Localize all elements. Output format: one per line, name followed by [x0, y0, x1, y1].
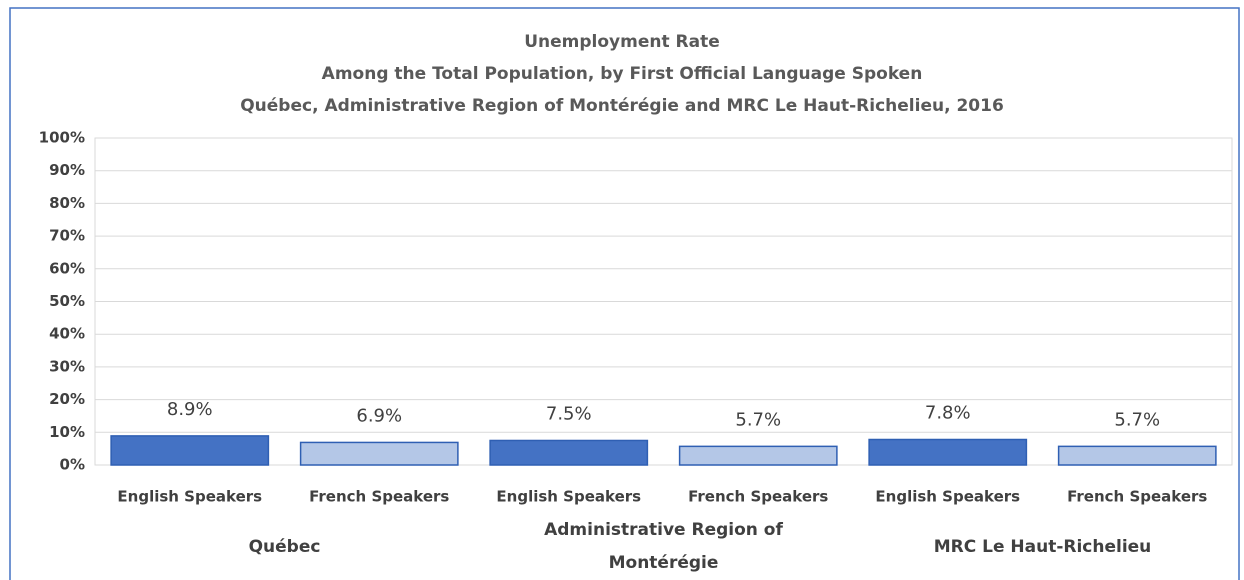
x-tick-label: French Speakers: [309, 488, 449, 506]
bar: [110, 435, 270, 466]
x-tick-label: English Speakers: [875, 488, 1020, 506]
x-tick-label: French Speakers: [688, 488, 828, 506]
data-label: 8.9%: [167, 399, 213, 420]
bar: [868, 438, 1028, 466]
y-tick-label: 50%: [49, 292, 85, 310]
data-label: 5.7%: [735, 409, 781, 430]
x-tick-label: English Speakers: [117, 488, 262, 506]
chart-subtitle: Among the Total Population, by First Off…: [322, 64, 923, 84]
chart-title: Unemployment Rate: [524, 32, 720, 52]
x-tick-label: English Speakers: [496, 488, 641, 506]
group-label: Québec: [248, 536, 321, 557]
chart-subtitle: Québec, Administrative Region of Montéré…: [240, 96, 1004, 116]
y-tick-label: 0%: [60, 456, 85, 474]
bar: [678, 445, 838, 466]
y-tick-label: 40%: [49, 325, 85, 343]
data-label: 7.8%: [925, 402, 971, 423]
group-label: Administrative Region of Montérégie: [544, 520, 783, 573]
y-tick-label: 100%: [39, 129, 85, 147]
data-label: 5.7%: [1114, 409, 1160, 430]
chart-frame: [9, 7, 1240, 580]
bar: [1057, 445, 1217, 466]
y-tick-label: 30%: [49, 357, 85, 375]
y-tick-label: 80%: [49, 194, 85, 212]
y-tick-label: 10%: [49, 423, 85, 441]
y-tick-label: 60%: [49, 259, 85, 277]
y-tick-label: 90%: [49, 161, 85, 179]
bar: [299, 441, 459, 466]
x-tick-label: French Speakers: [1067, 488, 1207, 506]
y-tick-label: 70%: [49, 227, 85, 245]
y-tick-label: 20%: [49, 390, 85, 408]
group-label: MRC Le Haut-Richelieu: [933, 536, 1152, 557]
data-label: 7.5%: [546, 403, 592, 424]
bar: [489, 439, 649, 466]
data-label: 6.9%: [356, 405, 402, 426]
